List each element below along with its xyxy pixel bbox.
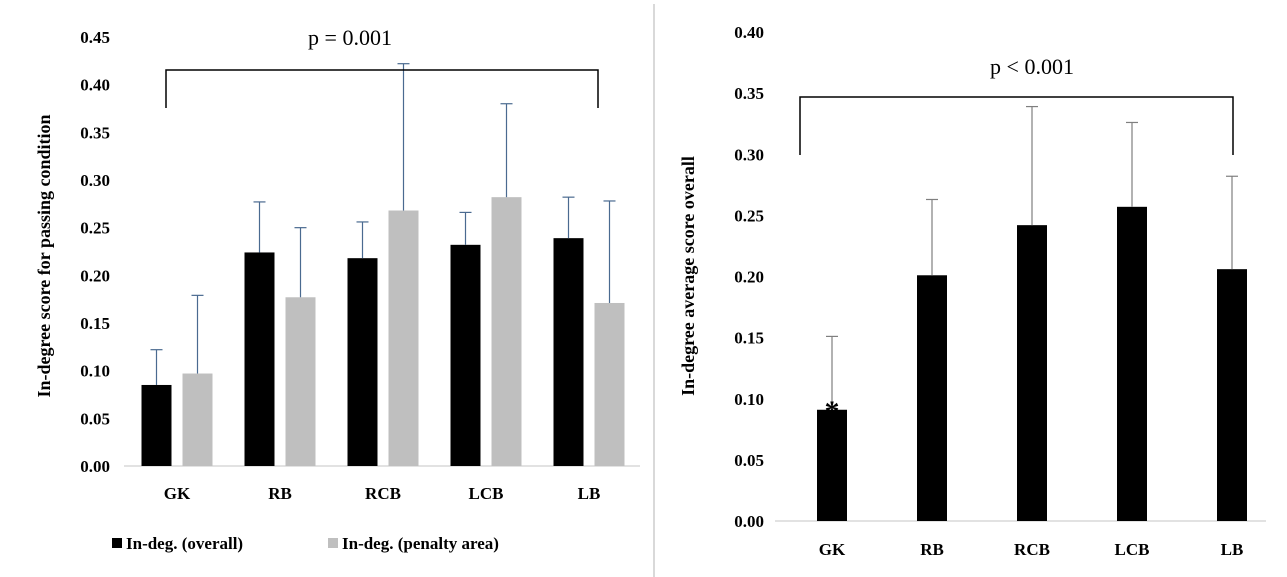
left-category-labels: GK RB RCB LCB LB: [164, 484, 601, 503]
right-bar-lb-s0: [1217, 269, 1247, 521]
left-bar-rcb-s1: [388, 210, 419, 466]
left-category-label: RB: [268, 484, 292, 503]
legend: In-deg. (overall) In-deg. (penalty area): [112, 534, 499, 553]
right-category-label: LCB: [1115, 540, 1150, 559]
right-y-tick-label: 0.25: [734, 206, 764, 225]
right-p-value: p < 0.001: [990, 54, 1074, 79]
right-y-tick-label: 0.05: [734, 451, 764, 470]
right-y-tick-label: 0.00: [734, 512, 764, 531]
left-chart: In-degree score for passing condition 0.…: [34, 25, 640, 553]
left-bar-rb-s1: [285, 297, 316, 466]
left-category-label: LB: [578, 484, 601, 503]
left-y-tick-label: 0.35: [80, 123, 110, 142]
left-y-tick-label: 0.25: [80, 219, 110, 238]
right-category-label: RB: [920, 540, 944, 559]
right-y-tick-label: 0.15: [734, 329, 764, 348]
right-bar-gk-s0: [817, 409, 847, 521]
left-category-label: RCB: [365, 484, 401, 503]
left-category-label: LCB: [469, 484, 504, 503]
legend-swatch-penalty-area: [328, 538, 338, 548]
left-bar-lb-s1: [594, 302, 625, 466]
left-error-bars: [150, 63, 616, 385]
left-y-tick-label: 0.15: [80, 314, 110, 333]
left-bar-gk-s1: [182, 373, 213, 466]
legend-label-penalty-area: In-deg. (penalty area): [342, 534, 499, 553]
left-bar-gk-s0: [141, 384, 172, 466]
right-error-bars: [826, 105, 1238, 410]
right-category-label: GK: [819, 540, 846, 559]
left-y-axis-label: In-degree score for passing condition: [34, 114, 54, 397]
right-bar-lcb-s0: [1117, 206, 1147, 521]
right-y-ticks: 0.00 0.05 0.10 0.15 0.20 0.25 0.30 0.35 0.40: [734, 23, 764, 531]
right-y-tick-label: 0.30: [734, 145, 764, 164]
left-category-label: GK: [164, 484, 191, 503]
left-y-tick-label: 0.40: [80, 76, 110, 95]
left-bars: [141, 197, 625, 466]
right-category-label: RCB: [1014, 540, 1050, 559]
right-y-tick-label: 0.20: [734, 268, 764, 287]
legend-label-overall: In-deg. (overall): [126, 534, 243, 553]
right-category-labels: GK RB RCB LCB LB: [819, 540, 1244, 559]
left-bar-rcb-s0: [347, 258, 378, 466]
left-significance-bracket: [165, 69, 599, 108]
right-y-tick-label: 0.35: [734, 84, 764, 103]
right-y-tick-label: 0.10: [734, 390, 764, 409]
legend-swatch-overall: [112, 538, 122, 548]
right-significance-bracket: [799, 96, 1234, 155]
right-y-axis-label: In-degree average score overall: [678, 156, 698, 396]
left-bar-lcb-s0: [450, 244, 481, 466]
left-y-tick-label: 0.45: [80, 28, 110, 47]
right-bars: [817, 206, 1247, 521]
left-y-tick-label: 0.20: [80, 266, 110, 285]
left-y-tick-label: 0.30: [80, 171, 110, 190]
left-bar-lb-s0: [553, 238, 584, 466]
right-bar-rb-s0: [917, 275, 947, 521]
gk-significance-star: *: [825, 395, 840, 428]
left-y-ticks: 0.00 0.05 0.10 0.15 0.20 0.25 0.30 0.35 0.40 0.45: [80, 28, 110, 476]
left-p-value: p = 0.001: [308, 25, 392, 50]
right-bar-rcb-s0: [1017, 225, 1047, 521]
right-category-label: LB: [1221, 540, 1244, 559]
left-bar-rb-s0: [244, 252, 275, 466]
right-chart: In-degree average score overall 0.00 0.05…: [678, 23, 1266, 559]
right-y-tick-label: 0.40: [734, 23, 764, 42]
left-bar-lcb-s1: [491, 197, 522, 466]
left-y-tick-label: 0.05: [80, 409, 110, 428]
left-y-tick-label: 0.10: [80, 362, 110, 381]
left-y-tick-label: 0.00: [80, 457, 110, 476]
